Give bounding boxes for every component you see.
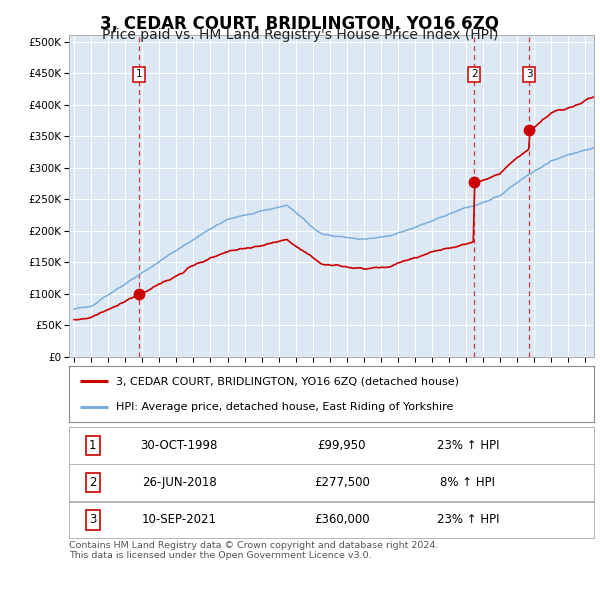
Text: 3, CEDAR COURT, BRIDLINGTON, YO16 6ZQ: 3, CEDAR COURT, BRIDLINGTON, YO16 6ZQ [101, 15, 499, 33]
Text: 1: 1 [136, 70, 143, 80]
Text: 10-SEP-2021: 10-SEP-2021 [142, 513, 217, 526]
Text: 3: 3 [526, 70, 532, 80]
Text: 3: 3 [89, 513, 97, 526]
Text: HPI: Average price, detached house, East Riding of Yorkshire: HPI: Average price, detached house, East… [116, 402, 454, 412]
Text: 26-JUN-2018: 26-JUN-2018 [142, 476, 217, 489]
Text: 2: 2 [471, 70, 478, 80]
Text: £360,000: £360,000 [314, 513, 370, 526]
Text: Contains HM Land Registry data © Crown copyright and database right 2024.
This d: Contains HM Land Registry data © Crown c… [69, 541, 439, 560]
Text: 23% ↑ HPI: 23% ↑ HPI [437, 513, 499, 526]
Text: 3, CEDAR COURT, BRIDLINGTON, YO16 6ZQ (detached house): 3, CEDAR COURT, BRIDLINGTON, YO16 6ZQ (d… [116, 376, 459, 386]
Text: 30-OCT-1998: 30-OCT-1998 [140, 439, 218, 452]
Text: 8% ↑ HPI: 8% ↑ HPI [440, 476, 496, 489]
Text: 23% ↑ HPI: 23% ↑ HPI [437, 439, 499, 452]
Text: Price paid vs. HM Land Registry's House Price Index (HPI): Price paid vs. HM Land Registry's House … [102, 28, 498, 42]
Text: £99,950: £99,950 [318, 439, 366, 452]
Text: 2: 2 [89, 476, 97, 489]
Text: £277,500: £277,500 [314, 476, 370, 489]
Text: 1: 1 [89, 439, 97, 452]
